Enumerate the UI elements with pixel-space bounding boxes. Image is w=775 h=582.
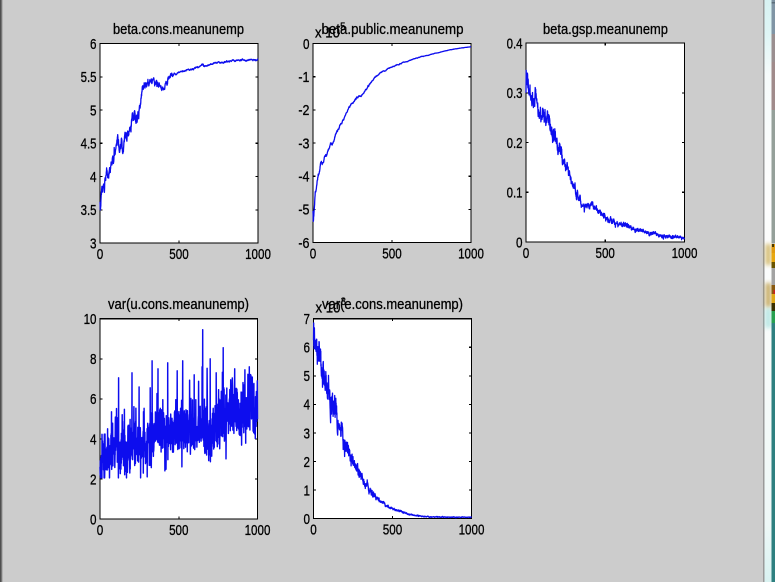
- svg-text:1000: 1000: [458, 246, 484, 263]
- svg-text:4: 4: [304, 397, 311, 414]
- svg-text:var(u.cons.meanunemp): var(u.cons.meanunemp): [108, 296, 249, 313]
- svg-text:0.2: 0.2: [507, 135, 523, 152]
- svg-text:5: 5: [304, 368, 311, 385]
- svg-text:0: 0: [523, 245, 530, 262]
- svg-text:0: 0: [90, 511, 97, 528]
- svg-text:1000: 1000: [245, 246, 271, 263]
- svg-text:3: 3: [304, 425, 311, 442]
- svg-text:0: 0: [97, 246, 104, 263]
- svg-text:6: 6: [304, 340, 311, 357]
- svg-text:3.5: 3.5: [81, 202, 97, 219]
- svg-text:4: 4: [90, 431, 97, 448]
- svg-text:0.4: 0.4: [507, 35, 523, 52]
- svg-text:-5: -5: [298, 202, 309, 219]
- svg-text:500: 500: [383, 522, 402, 539]
- svg-text:500: 500: [169, 522, 188, 539]
- svg-text:0: 0: [304, 511, 311, 528]
- svg-text:10: 10: [84, 311, 97, 328]
- svg-text:-3: -3: [338, 296, 347, 308]
- svg-text:beta.gsp.meanunemp: beta.gsp.meanunemp: [543, 21, 668, 38]
- svg-text:5.5: 5.5: [81, 69, 97, 86]
- svg-text:5: 5: [90, 102, 97, 119]
- svg-text:beta.cons.meanunemp: beta.cons.meanunemp: [113, 21, 244, 38]
- svg-text:500: 500: [382, 246, 401, 263]
- svg-text:0.3: 0.3: [507, 85, 523, 102]
- svg-text:0: 0: [97, 522, 104, 539]
- svg-text:beta.public.meanunemp: beta.public.meanunemp: [322, 21, 464, 38]
- svg-text:var(e.cons.meanunemp): var(e.cons.meanunemp): [322, 296, 463, 313]
- svg-text:2: 2: [90, 471, 97, 488]
- svg-text:3: 3: [90, 235, 97, 252]
- svg-text:8: 8: [90, 351, 97, 368]
- svg-text:1000: 1000: [245, 522, 271, 539]
- svg-text:2: 2: [304, 454, 311, 471]
- svg-text:0: 0: [303, 36, 310, 53]
- svg-text:x 10: x 10: [316, 300, 341, 317]
- svg-text:4: 4: [90, 169, 97, 186]
- svg-text:6: 6: [90, 36, 97, 53]
- svg-text:0: 0: [310, 522, 317, 539]
- svg-text:1000: 1000: [672, 245, 698, 262]
- svg-text:-6: -6: [298, 235, 309, 252]
- svg-text:-1: -1: [298, 69, 309, 86]
- svg-text:500: 500: [596, 245, 615, 262]
- svg-text:x 10: x 10: [315, 25, 340, 42]
- svg-text:0.1: 0.1: [507, 185, 523, 202]
- svg-text:1: 1: [304, 482, 311, 499]
- svg-text:0: 0: [310, 246, 317, 263]
- svg-text:4.5: 4.5: [81, 136, 97, 153]
- svg-text:6: 6: [90, 391, 97, 408]
- svg-text:500: 500: [169, 246, 188, 263]
- svg-text:1000: 1000: [459, 522, 485, 539]
- svg-text:-2: -2: [298, 102, 309, 119]
- svg-text:-3: -3: [298, 135, 309, 152]
- svg-text:0: 0: [516, 234, 523, 251]
- svg-text:7: 7: [304, 311, 311, 328]
- svg-text:-4: -4: [298, 169, 309, 186]
- svg-text:-5: -5: [337, 21, 346, 33]
